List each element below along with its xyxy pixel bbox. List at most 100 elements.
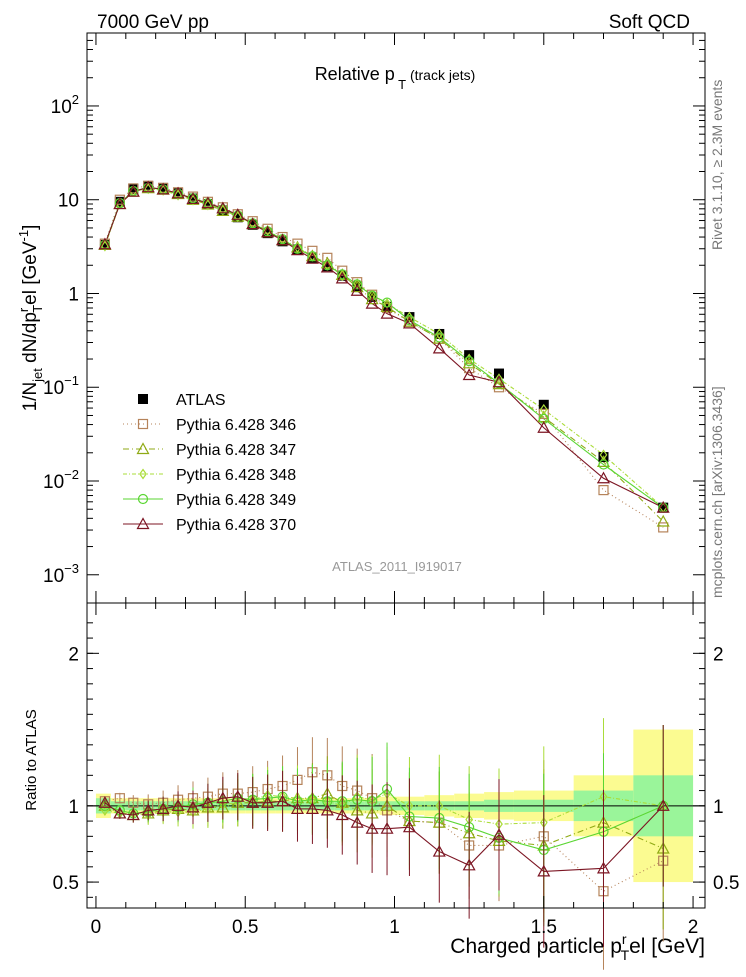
mc-data-point xyxy=(233,211,242,223)
ratio-y-tick-label: 2 xyxy=(68,644,79,665)
mc-data-point xyxy=(189,194,197,206)
atlas-data-point xyxy=(658,502,669,513)
ratio-data-point xyxy=(171,799,185,811)
mc-data-point xyxy=(276,233,290,246)
x-tick-label: 0 xyxy=(91,917,102,938)
mc-data-point xyxy=(171,186,185,199)
ratio-data-point xyxy=(290,802,304,814)
legend-marker xyxy=(138,394,148,404)
mc-data-point xyxy=(99,239,111,250)
legend-label: Pythia 6.428 348 xyxy=(176,467,296,484)
side-text-bottom: mcplots.cern.ch [arXiv:1306.3436] xyxy=(709,386,725,598)
mc-data-point xyxy=(305,251,319,264)
mc-data-point xyxy=(263,224,272,237)
mc-data-point xyxy=(495,373,503,385)
mc-data-point xyxy=(143,182,154,193)
ratio-y-tick-label-right: 2 xyxy=(713,644,724,665)
main-y-tick-label: 10 xyxy=(58,191,79,212)
mc-data-point xyxy=(464,356,475,367)
header-right: Soft QCD xyxy=(609,12,690,33)
side-text-top: Rivet 3.1.10, ≥ 2.3M events xyxy=(709,80,725,250)
ratio-data-point xyxy=(114,793,125,804)
ratio-data-point xyxy=(101,804,109,816)
header-left: 7000 GeV pp xyxy=(97,12,209,33)
mc-data-point xyxy=(402,314,416,327)
ratio-data-point xyxy=(402,820,416,833)
ratio-data-point xyxy=(432,844,446,857)
mc-data-point xyxy=(231,208,245,220)
ratio-data-point xyxy=(537,864,551,877)
legend-marker xyxy=(137,493,149,505)
atlas-data-point xyxy=(307,252,318,263)
x-axis-title: Charged particle pr Tel [GeV] xyxy=(450,931,705,963)
ratio-data-point xyxy=(126,808,140,821)
mc-data-point xyxy=(493,378,505,389)
atlas-data-point xyxy=(247,219,258,230)
ratio-y-tick-label: 1 xyxy=(68,797,79,818)
legend-marker xyxy=(136,517,150,530)
mc-data-point xyxy=(320,260,334,273)
mc-data-point xyxy=(144,183,153,195)
legend-label: Pythia 6.428 349 xyxy=(176,492,296,509)
ratio-data-point xyxy=(462,858,476,871)
mc-data-point xyxy=(365,292,379,305)
ratio-data-point xyxy=(305,802,319,814)
main-y-tick-label: 10−3 xyxy=(43,561,79,587)
ratio-data-point xyxy=(113,806,127,819)
ratio-data-point xyxy=(656,799,670,811)
main-y-tick-label: 102 xyxy=(51,92,79,118)
mc-data-point xyxy=(599,449,608,461)
atlas-data-point xyxy=(143,181,154,192)
ratio-y-tick-label-right: 0.5 xyxy=(713,873,739,894)
ratio-data-point xyxy=(365,821,379,834)
main-y-axis-title: 1/Njet dN/dprTel [GeV-1] xyxy=(16,225,45,412)
atlas-data-point xyxy=(202,199,213,210)
atlas-data-point xyxy=(158,183,169,194)
mc-data-point xyxy=(337,269,348,280)
mc-data-point xyxy=(380,306,394,319)
mc-data-point xyxy=(174,189,182,201)
mc-data-point xyxy=(320,256,334,269)
mc-data-point xyxy=(307,251,318,262)
mc-data-point xyxy=(307,245,318,256)
ratio-data-point xyxy=(596,861,611,874)
ratio-y-axis-title: Ratio to ATLAS xyxy=(23,709,40,810)
atlas-data-point xyxy=(114,196,125,207)
mc-data-point xyxy=(338,270,347,282)
legend-label: ATLAS xyxy=(176,392,226,409)
x-tick-label: 0.5 xyxy=(232,917,258,938)
mc-data-point xyxy=(186,192,200,205)
atlas-data-point xyxy=(128,184,139,195)
atlas-data-point xyxy=(232,212,243,223)
atlas-data-point xyxy=(173,188,184,199)
mc-data-point xyxy=(435,328,444,340)
main-title: Relative p T (track jets) xyxy=(315,64,476,92)
legend-label: Pythia 6.428 346 xyxy=(176,417,296,434)
mc-data-point xyxy=(492,377,506,390)
mc-data-point xyxy=(98,237,112,250)
main-series-line xyxy=(104,187,664,509)
ratio-data-point xyxy=(186,800,200,813)
atlas-data-point xyxy=(217,205,228,216)
ratio-data-point xyxy=(492,828,506,840)
main-y-tick-label: 10−1 xyxy=(43,373,79,399)
mc-data-point xyxy=(598,484,609,496)
ratio-data-point xyxy=(201,796,215,808)
legend-marker xyxy=(139,468,147,480)
ratio-data-point xyxy=(156,802,170,814)
ratio-data-point xyxy=(98,796,112,808)
mc-data-point xyxy=(352,279,363,290)
mc-data-point xyxy=(216,201,230,214)
x-tick-label: 1.5 xyxy=(531,917,557,938)
legend-label: Pythia 6.428 347 xyxy=(176,442,296,459)
mc-data-point xyxy=(337,265,348,276)
mc-data-point xyxy=(656,514,670,527)
mc-data-point xyxy=(262,223,273,234)
legend-marker xyxy=(136,442,150,455)
atlas-data-point xyxy=(292,244,303,255)
mc-data-point xyxy=(350,280,364,293)
ratio-frame xyxy=(86,602,706,909)
mc-data-point xyxy=(128,183,139,194)
